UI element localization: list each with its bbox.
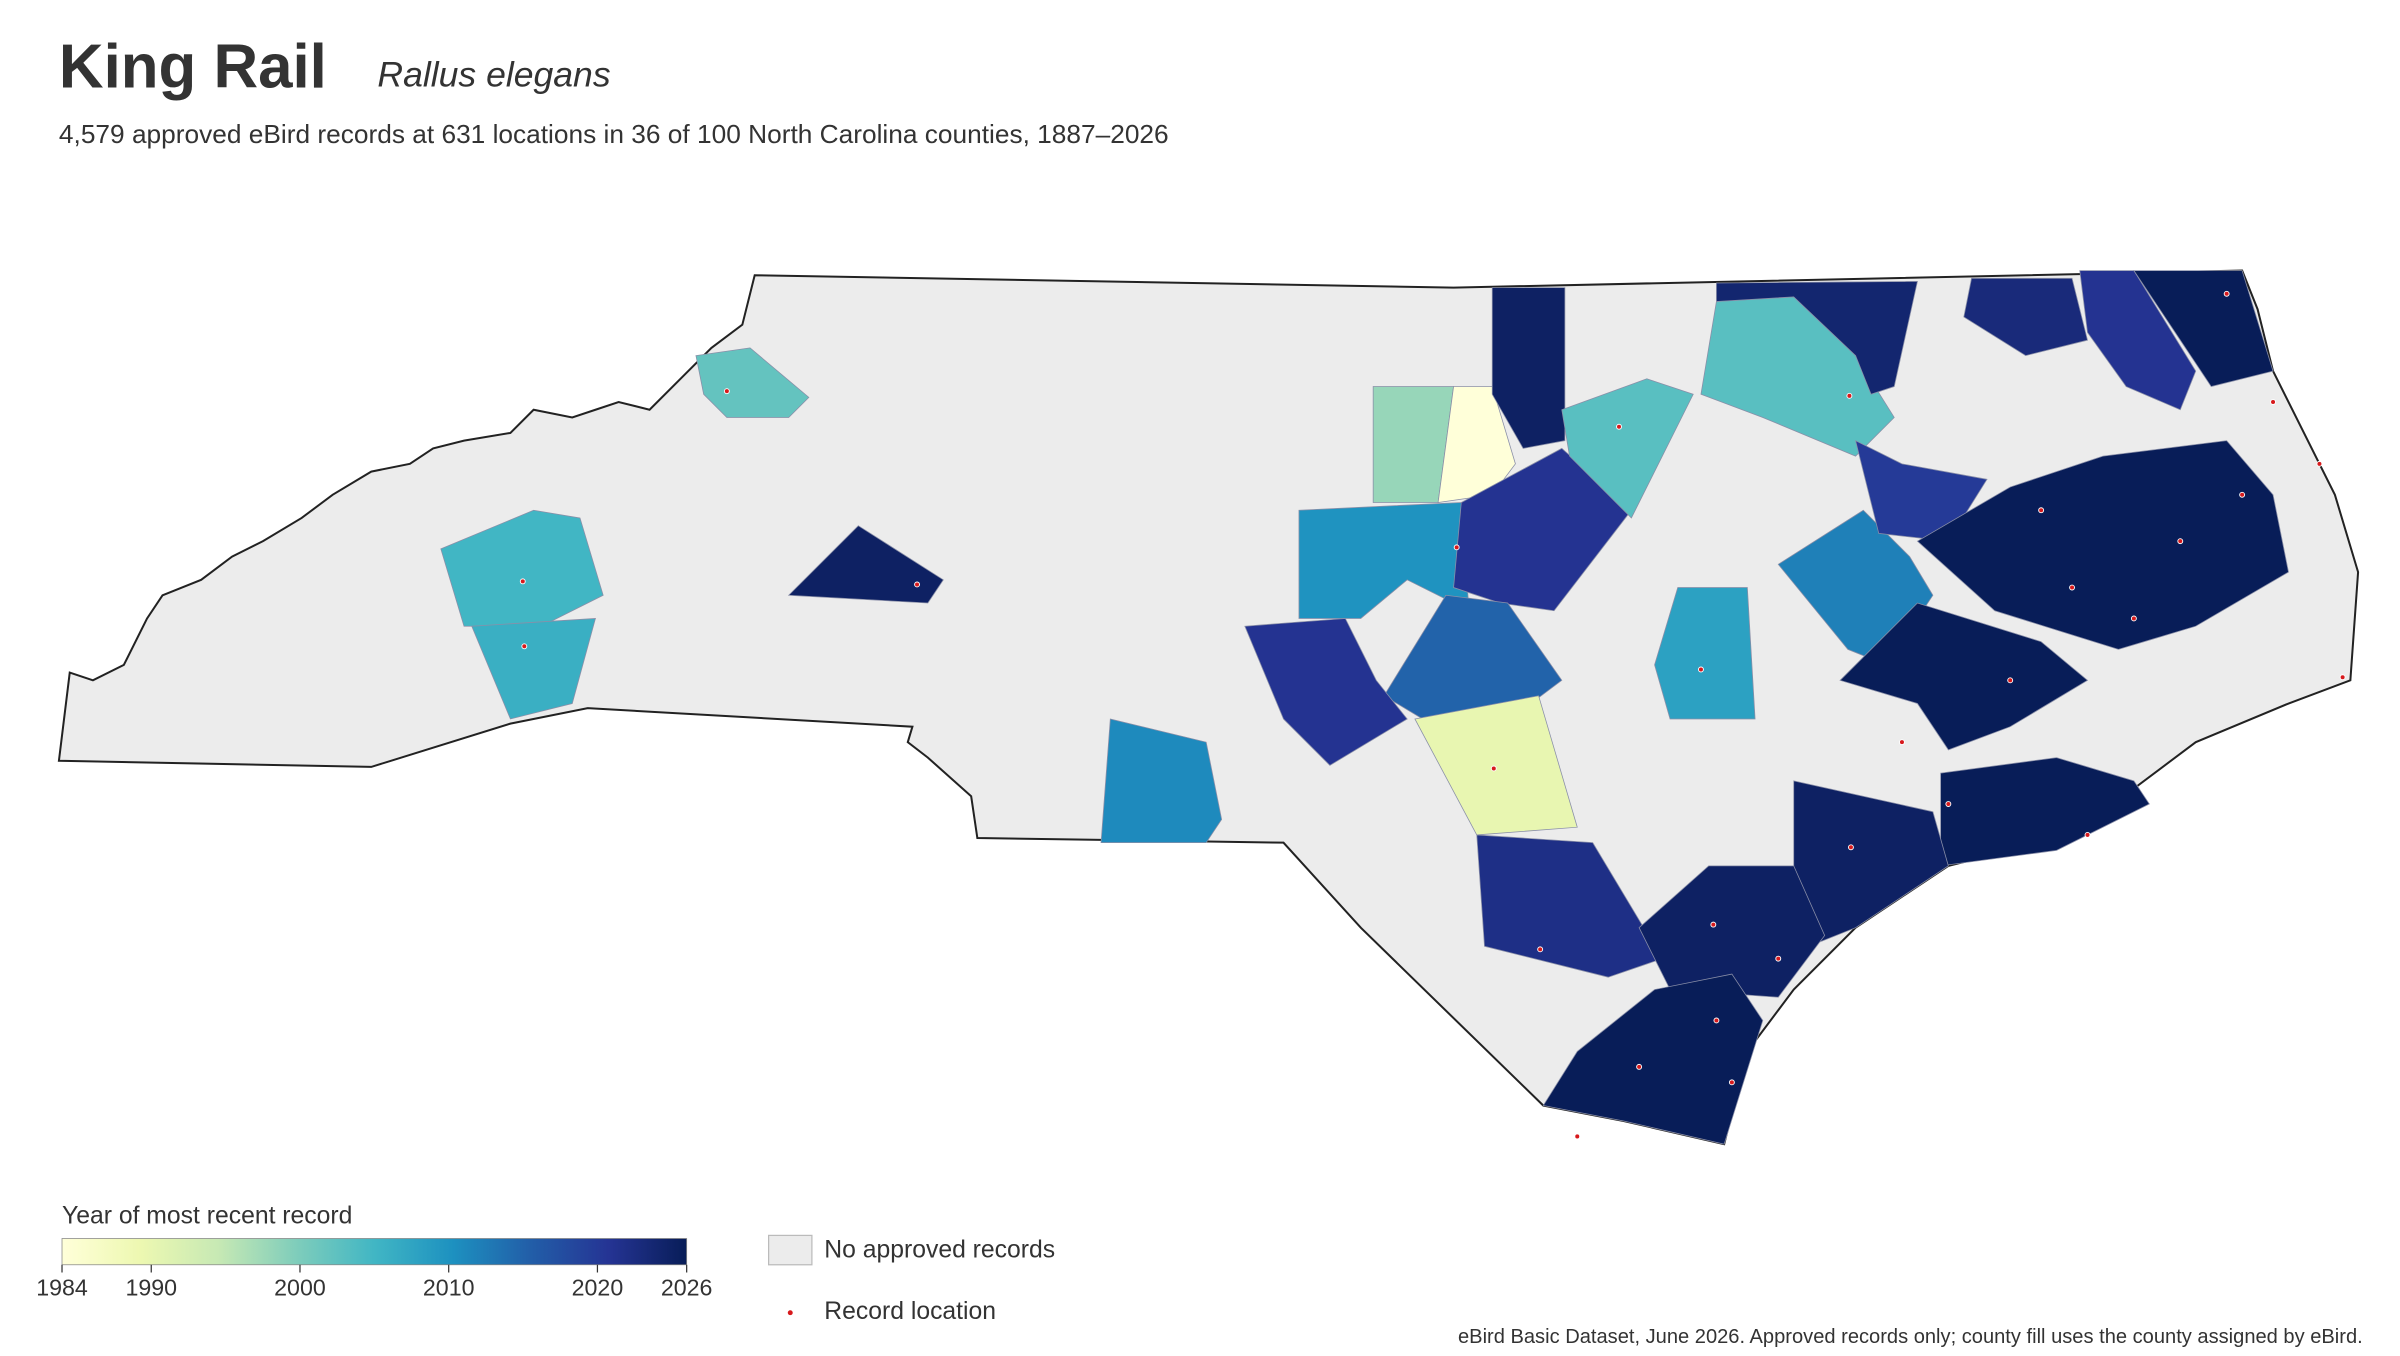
legend-title: Year of most recent record bbox=[62, 1202, 352, 1229]
county bbox=[440, 509, 604, 627]
county bbox=[1561, 378, 1694, 519]
description: 4,579 approved eBird records at 631 loca… bbox=[59, 119, 1169, 149]
record-dot bbox=[1848, 844, 1854, 851]
record-dot bbox=[1490, 765, 1497, 772]
colorbar-tick-label: 2026 bbox=[661, 1275, 713, 1301]
colorbar-tick-label: 2020 bbox=[572, 1275, 624, 1301]
colorbar-tick-label: 1984 bbox=[36, 1275, 88, 1301]
county bbox=[1654, 587, 1756, 720]
record-dot bbox=[1846, 392, 1853, 399]
county bbox=[1491, 287, 1566, 449]
county bbox=[1963, 277, 2088, 357]
title: King Rail bbox=[59, 32, 327, 101]
record-dot bbox=[519, 578, 526, 585]
record-dot bbox=[1453, 544, 1460, 551]
record-dot bbox=[914, 581, 920, 588]
county bbox=[1476, 834, 1663, 978]
subtitle: Rallus elegans bbox=[377, 55, 610, 95]
county bbox=[2133, 270, 2274, 387]
record-dot bbox=[2223, 290, 2230, 297]
colorbar-tick-label: 2010 bbox=[423, 1275, 475, 1301]
county bbox=[695, 347, 810, 418]
record-dot bbox=[1945, 801, 1952, 807]
record-dot bbox=[2239, 491, 2246, 498]
county bbox=[471, 618, 596, 720]
record-dots bbox=[519, 290, 2346, 1140]
dot-label: Record location bbox=[824, 1298, 996, 1325]
legend: Year of most recent record 1984 1990 2000 2… bbox=[36, 1202, 1055, 1325]
county bbox=[1716, 281, 1918, 395]
record-dot bbox=[1775, 955, 1782, 962]
record-dot bbox=[723, 388, 730, 395]
county bbox=[1414, 695, 1578, 836]
record-dot bbox=[521, 643, 528, 650]
record-dot bbox=[2270, 399, 2276, 405]
county bbox=[787, 525, 944, 604]
colorbar bbox=[61, 1238, 688, 1266]
county bbox=[1453, 447, 1632, 612]
record-dot bbox=[2084, 831, 2091, 838]
county bbox=[1542, 973, 1764, 1145]
county bbox=[1839, 602, 2089, 751]
record-dot bbox=[2130, 615, 2137, 622]
record-dot bbox=[2177, 538, 2184, 545]
county bbox=[1244, 618, 1408, 766]
no-data-swatch bbox=[767, 1234, 813, 1266]
source: eBird Basic Dataset, June 2026. Approved… bbox=[1458, 1326, 2363, 1348]
county bbox=[1100, 718, 1223, 844]
county bbox=[1916, 440, 2289, 650]
map bbox=[57, 269, 2360, 1146]
record-dot bbox=[1899, 739, 1905, 746]
record-dot bbox=[1710, 921, 1717, 928]
record-dot bbox=[1636, 1063, 1643, 1070]
colorbar-tick-label: 1990 bbox=[125, 1275, 177, 1301]
dot-swatch bbox=[787, 1310, 793, 1316]
record-dot bbox=[1574, 1133, 1581, 1140]
record-dot bbox=[2339, 674, 2346, 681]
record-dot bbox=[1616, 423, 1622, 430]
record-dot bbox=[1728, 1079, 1735, 1086]
record-dot bbox=[1537, 946, 1544, 953]
record-dot bbox=[2007, 677, 2014, 684]
record-dot bbox=[1698, 666, 1704, 673]
record-dot bbox=[2316, 460, 2323, 467]
record-dot bbox=[2038, 507, 2045, 514]
record-dot bbox=[1713, 1017, 1720, 1024]
colorbar-tick-label: 2000 bbox=[274, 1275, 326, 1301]
no-data-label: No approved records bbox=[824, 1236, 1055, 1263]
county bbox=[1855, 439, 1988, 542]
record-dot bbox=[2069, 584, 2075, 591]
